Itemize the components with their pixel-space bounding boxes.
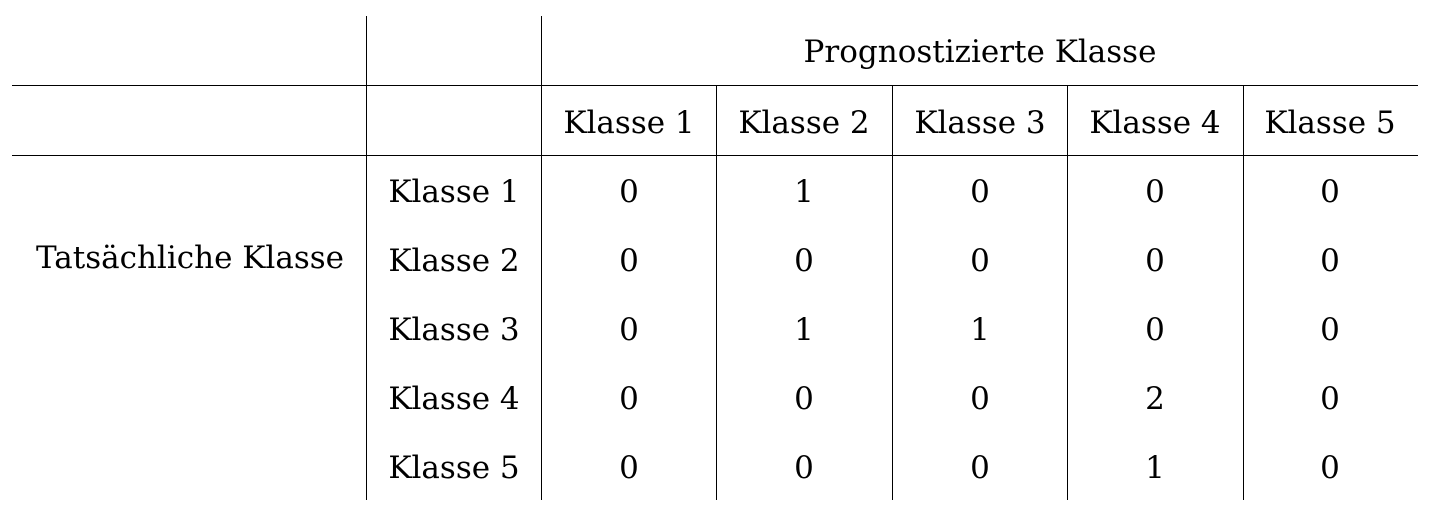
column-header: Klasse 1 <box>563 105 695 141</box>
table-cell: 0 <box>794 243 814 279</box>
table-cell: 0 <box>1145 312 1165 348</box>
table-cell: 1 <box>794 174 814 210</box>
column-header: Klasse 2 <box>738 105 870 141</box>
row-header: Klasse 2 <box>388 243 520 279</box>
table-cell: 0 <box>1320 381 1340 417</box>
rule-top-header <box>12 85 1418 87</box>
table-cell: 2 <box>1145 381 1165 417</box>
vrule-1 <box>366 16 368 500</box>
vrule-4 <box>892 85 894 500</box>
table-cell: 0 <box>619 381 639 417</box>
table-cell: 0 <box>1145 174 1165 210</box>
table-cell: 0 <box>970 174 990 210</box>
table-cell: 0 <box>1320 312 1340 348</box>
table-cell: 1 <box>794 312 814 348</box>
table-cell: 0 <box>619 174 639 210</box>
table-cell: 1 <box>970 312 990 348</box>
table-cell: 1 <box>1145 450 1165 486</box>
rule-below-columns <box>12 155 1418 157</box>
table-cell: 0 <box>970 381 990 417</box>
row-header: Klasse 5 <box>388 450 520 486</box>
vrule-2 <box>541 16 543 500</box>
table-cell: 0 <box>1145 243 1165 279</box>
row-header: Klasse 3 <box>388 312 520 348</box>
table-cell: 0 <box>1320 243 1340 279</box>
table-cell: 0 <box>619 450 639 486</box>
column-header: Klasse 3 <box>914 105 1046 141</box>
table-cell: 0 <box>794 450 814 486</box>
row-group-label: Tatsächliche Klasse <box>35 240 345 276</box>
table-cell: 0 <box>1320 174 1340 210</box>
row-header: Klasse 4 <box>388 381 520 417</box>
group-header: Prognostizierte Klasse <box>803 34 1157 70</box>
table-cell: 0 <box>970 450 990 486</box>
vrule-6 <box>1243 85 1245 500</box>
table-cell: 0 <box>970 243 990 279</box>
table-cell: 0 <box>1320 450 1340 486</box>
column-header: Klasse 5 <box>1264 105 1396 141</box>
table-cell: 0 <box>619 243 639 279</box>
table-cell: 0 <box>794 381 814 417</box>
vrule-5 <box>1067 85 1069 500</box>
vrule-3 <box>716 85 718 500</box>
column-header: Klasse 4 <box>1089 105 1221 141</box>
row-header: Klasse 1 <box>388 174 520 210</box>
table-cell: 0 <box>619 312 639 348</box>
